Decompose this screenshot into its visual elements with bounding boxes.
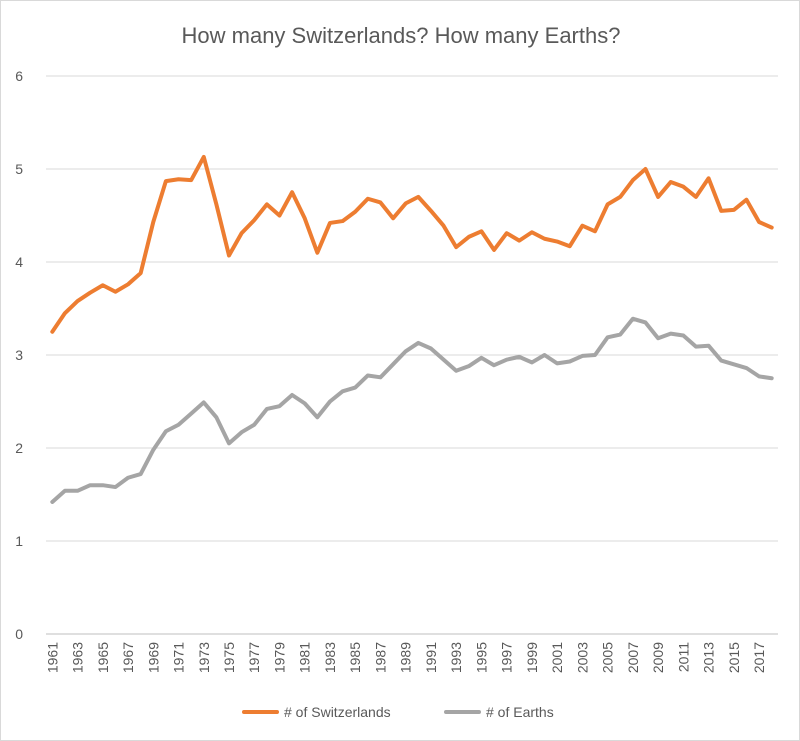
x-axis: 1961 1963 1965 1967 1969 1971 1973 1975 1977 1979… [44,642,767,673]
x-tick-label: 1979 [271,642,287,673]
x-tick-label: 1985 [347,642,363,673]
x-tick-label: 1987 [372,642,388,673]
x-tick-label: 1991 [423,642,439,673]
y-tick-label: 1 [15,533,23,549]
x-tick-label: 2005 [600,642,616,673]
y-tick-label: 6 [15,68,23,84]
x-tick-label: 2009 [650,642,666,673]
y-axis: 0 1 2 3 4 5 6 [15,68,23,642]
x-tick-label: 1999 [524,642,540,673]
x-tick-label: 1973 [196,642,212,673]
x-tick-label: 1995 [473,642,489,673]
y-tick-label: 3 [15,347,23,363]
y-tick-label: 4 [15,254,23,270]
legend-label: # of Switzerlands [284,704,391,720]
x-tick-label: 2013 [701,642,717,673]
x-tick-label: 1981 [297,642,313,673]
series-lines [50,154,774,504]
x-tick-label: 2007 [625,642,641,673]
x-tick-label: 1975 [221,642,237,673]
x-tick-label: 1967 [120,642,136,673]
x-tick-label: 2015 [726,642,742,673]
legend-label: # of Earths [486,704,554,720]
chart-title: How many Switzerlands? How many Earths? [182,23,621,48]
earths-line [50,316,774,504]
x-tick-label: 1963 [70,642,86,673]
x-tick-label: 2017 [751,642,767,673]
y-tick-label: 2 [15,440,23,456]
y-tick-label: 5 [15,161,23,177]
x-tick-label: 1971 [171,642,187,673]
x-tick-label: 2003 [574,642,590,673]
x-tick-label: 1993 [448,642,464,673]
x-tick-label: 1969 [145,642,161,673]
x-tick-label: 2001 [549,642,565,673]
x-tick-label: 1965 [95,642,111,673]
gridlines [46,75,778,635]
x-tick-label: 1989 [398,642,414,673]
x-tick-label: 1983 [322,642,338,673]
x-tick-label: 1997 [499,642,515,673]
x-tick-label: 2011 [675,642,691,672]
y-tick-label: 0 [15,626,23,642]
legend: # of Switzerlands # of Earths [242,704,554,720]
x-tick-label: 1961 [44,642,60,673]
x-tick-label: 1977 [246,642,262,673]
switzerlands-line [50,154,774,334]
